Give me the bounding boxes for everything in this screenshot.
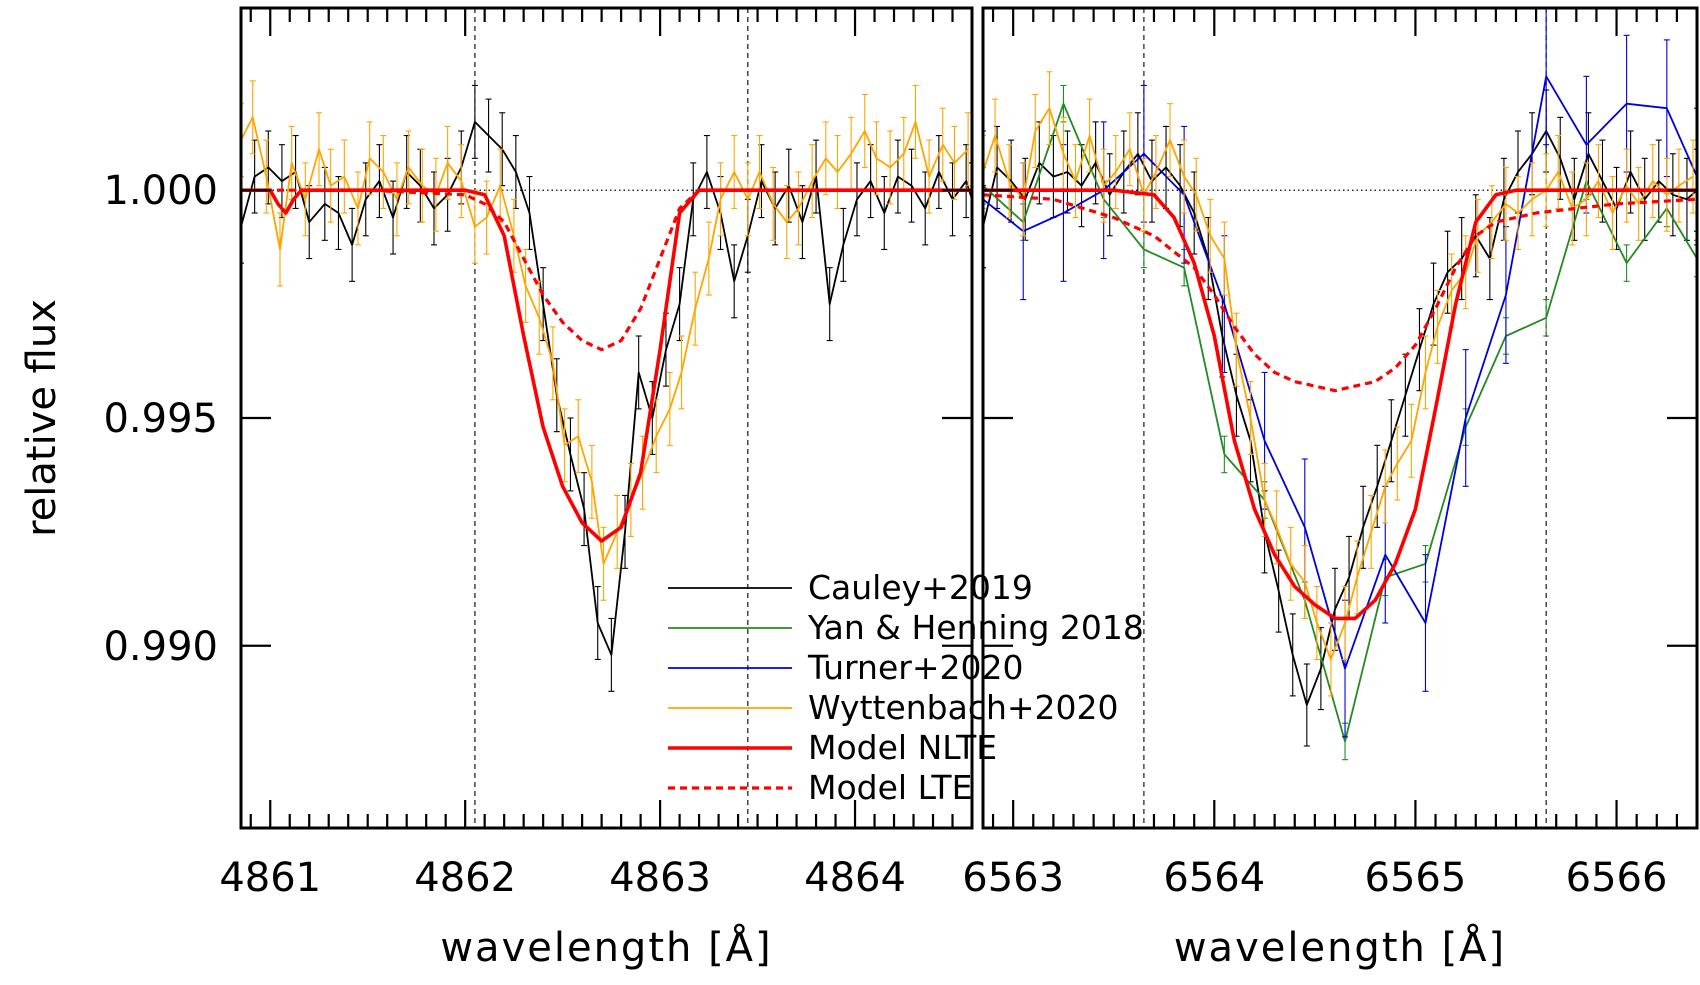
series-wyttenbach-2020 xyxy=(983,71,1696,697)
legend-item-wyttenbach-2020: Wyttenbach+2020 xyxy=(668,688,1119,727)
panel-1 xyxy=(241,8,972,828)
x-tick-label: 6565 xyxy=(1365,855,1467,901)
x-axis-label: wavelength [Å] xyxy=(440,923,772,971)
panel-1-axes: 4861 4862 4863 4864 wavelength [Å] 0.990 0.995… xyxy=(103,6,974,971)
legend-label: Wyttenbach+2020 xyxy=(808,688,1119,727)
x-tick-label: 6566 xyxy=(1566,855,1668,901)
legend-label: Cauley+2019 xyxy=(808,568,1033,607)
series-line-cauley-2019 xyxy=(241,121,972,656)
series-cauley-2019 xyxy=(241,84,972,692)
y-tick-label: 1.000 xyxy=(103,168,218,214)
series-line-wyttenbach-2020 xyxy=(241,116,969,565)
plot-area xyxy=(241,8,972,828)
axes-layer: 4861 4862 4863 4864 wavelength [Å] 0.990 0.995… xyxy=(19,6,1699,971)
y-axis-label: relative flux xyxy=(19,299,65,537)
legend-label: Model LTE xyxy=(808,768,972,807)
series-yan-henning-2018 xyxy=(983,84,1697,761)
legend-item-model-lte: Model LTE xyxy=(668,768,972,807)
legend-label: Yan & Henning 2018 xyxy=(807,608,1144,647)
series-model-nlte xyxy=(983,188,1697,621)
legend-item-turner-2020: Turner+2020 xyxy=(668,648,1023,687)
series-line-wyttenbach-2020 xyxy=(983,107,1694,661)
x-tick-label: 4861 xyxy=(219,855,321,901)
legend-label: Turner+2020 xyxy=(807,648,1023,687)
series-line-model-lte xyxy=(983,193,1697,393)
x-tick-label: 4862 xyxy=(414,855,516,901)
series-model-lte xyxy=(983,193,1697,393)
x-tick-label: 6564 xyxy=(1163,855,1265,901)
panel-2-axes: 6563 6564 6565 6566 wavelength [Å] xyxy=(962,6,1699,971)
series-model-nlte xyxy=(241,188,972,543)
series-wyttenbach-2020 xyxy=(241,80,972,601)
x-axis-label: wavelength [Å] xyxy=(1174,923,1506,971)
panel-2 xyxy=(983,8,1697,828)
x-tick-label: 4864 xyxy=(804,855,906,901)
legend-item-cauley-2019: Cauley+2019 xyxy=(668,568,1033,607)
y-tick-label: 0.995 xyxy=(103,396,218,442)
plot-area xyxy=(983,8,1697,828)
series-line-model-nlte xyxy=(983,188,1697,621)
panels-layer xyxy=(241,8,1697,828)
x-tick-label: 6563 xyxy=(962,855,1064,901)
series-model-lte xyxy=(241,188,972,352)
series-line-model-lte xyxy=(241,188,972,352)
x-tick-label: 4863 xyxy=(609,855,711,901)
legend-item-model-nlte: Model NLTE xyxy=(668,728,997,767)
legend-label: Model NLTE xyxy=(808,728,997,767)
legend-item-yan-henning-2018: Yan & Henning 2018 xyxy=(668,608,1144,647)
y-tick-label: 0.990 xyxy=(103,624,218,670)
series-line-model-nlte xyxy=(241,188,972,543)
